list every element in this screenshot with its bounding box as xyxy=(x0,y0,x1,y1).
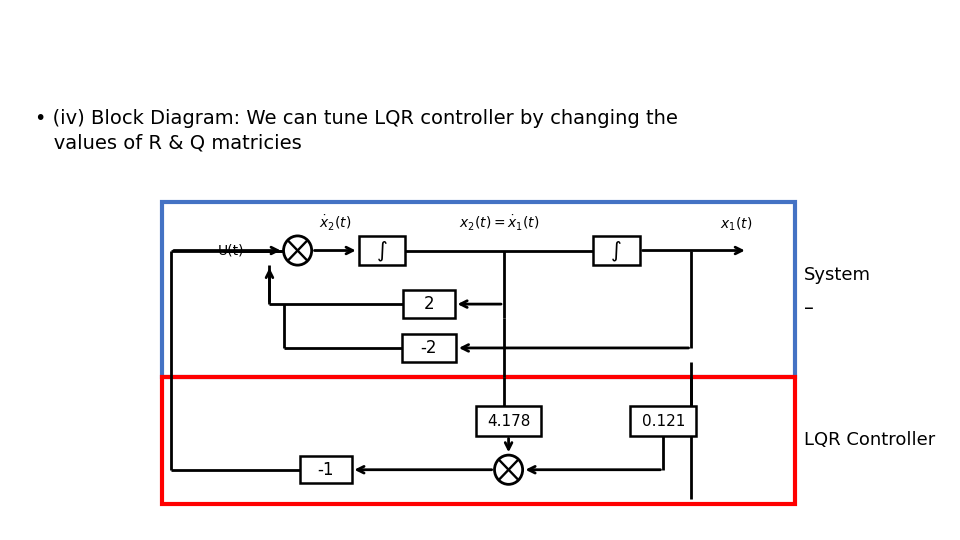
Text: System: System xyxy=(804,266,871,284)
Bar xyxy=(161,377,795,504)
Bar xyxy=(631,407,696,436)
Text: values of R & Q matricies: values of R & Q matricies xyxy=(36,133,301,153)
Bar xyxy=(476,407,541,436)
Circle shape xyxy=(494,455,522,484)
Text: • (iv) Block Diagram: We can tune LQR controller by changing the: • (iv) Block Diagram: We can tune LQR co… xyxy=(36,109,678,128)
Bar xyxy=(161,202,795,377)
Bar xyxy=(401,334,456,362)
Bar xyxy=(403,291,455,318)
Circle shape xyxy=(283,236,312,265)
Bar xyxy=(593,236,639,265)
Text: -2: -2 xyxy=(420,339,437,357)
Text: 0.121: 0.121 xyxy=(641,414,685,429)
Text: –: – xyxy=(804,300,814,319)
Text: -1: -1 xyxy=(318,461,334,479)
Text: ∫: ∫ xyxy=(376,240,388,261)
Text: 4.178: 4.178 xyxy=(487,414,530,429)
Text: $x_1(t)$: $x_1(t)$ xyxy=(720,215,752,233)
Bar xyxy=(300,456,351,483)
Text: ∫: ∫ xyxy=(611,240,622,261)
Bar xyxy=(358,236,405,265)
Text: U(t): U(t) xyxy=(218,244,245,258)
Text: $\dot{x}_2(t)$: $\dot{x}_2(t)$ xyxy=(319,214,351,233)
Text: LQR Controller: LQR Controller xyxy=(804,431,935,449)
Text: $x_2(t)=\dot{x}_1(t)$: $x_2(t)=\dot{x}_1(t)$ xyxy=(459,214,540,233)
Text: 2: 2 xyxy=(423,295,434,313)
